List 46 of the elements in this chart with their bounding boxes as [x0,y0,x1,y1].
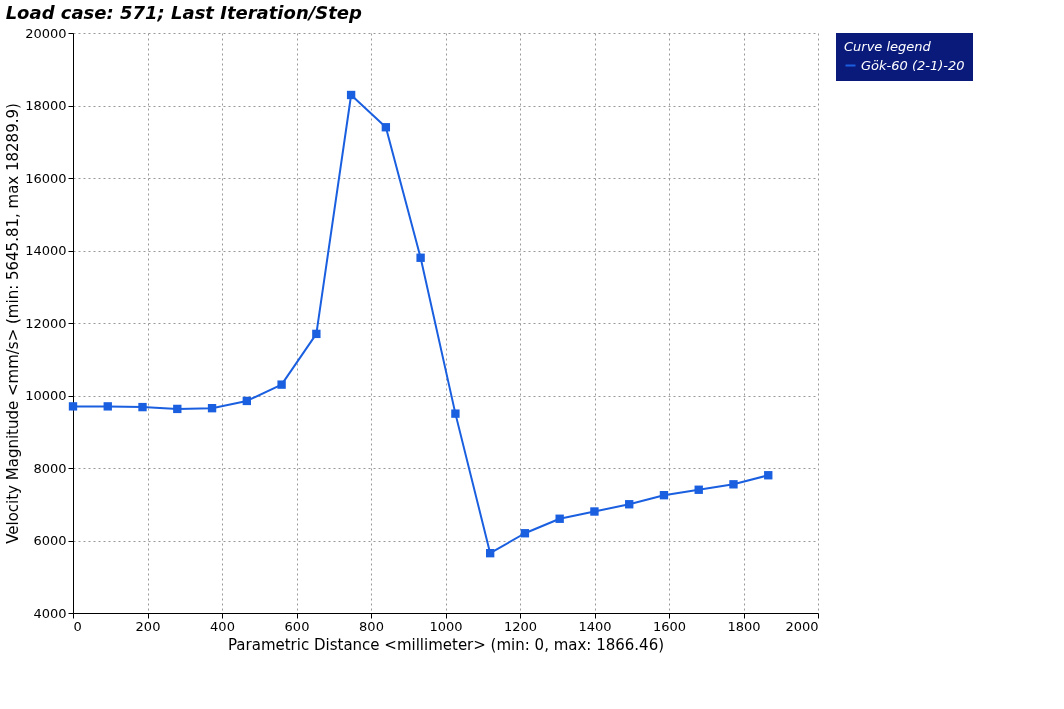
point [103,402,112,411]
legend-title: Curve legend [844,39,932,54]
point [173,404,182,414]
point [381,123,391,132]
y-axis-title: Velocity Magnitude <mm/s> (min: 5645.81, max 18289.9) [4,103,23,544]
point [590,507,599,516]
x-tick-label: 600 [284,618,310,634]
point [659,491,669,500]
x-tick-label: 2000 [785,618,819,634]
x-tick-label: 1800 [727,618,761,634]
y-tick-label: 18000 [25,98,67,113]
point [520,529,530,538]
chart-title: Load case: 571; Last Iteration/Step [5,2,363,23]
point [277,380,286,389]
x-tick-label: 800 [359,618,384,634]
y-tick-label: 14000 [25,243,67,258]
point [451,409,460,418]
x-tick-label: 1600 [652,618,687,634]
point [312,329,321,339]
point [68,402,78,411]
y-tick-label: 12000 [25,315,67,331]
point [729,480,738,489]
point [485,549,495,558]
point [207,404,217,413]
y-tick-label: 10000 [25,388,67,403]
x-tick-label: 1200 [503,618,538,634]
y-tick-label: 4000 [33,605,67,621]
x-tick-label: 1000 [429,618,463,634]
y-tick-label: 20000 [25,25,67,41]
x-tick-label: 1400 [578,618,612,634]
point [346,90,356,100]
point [625,500,634,509]
point [764,471,773,480]
x-tick-label: 400 [210,618,235,634]
x-tick-label: 0 [73,618,82,634]
legend-label: Gök-60 (2-1)-20 [861,57,965,73]
point [555,514,564,523]
point [694,485,703,494]
y-tick-label: 8000 [33,460,67,476]
y-tick-label: 16000 [25,170,67,186]
point [138,402,147,412]
point [242,396,251,406]
y-tick-label: 6000 [33,533,67,548]
point [416,253,425,262]
x-axis-title: Parametric Distance <millimeter> (min: 0, max: 1866.46) [227,635,665,654]
x-tick-label: 200 [135,618,161,634]
